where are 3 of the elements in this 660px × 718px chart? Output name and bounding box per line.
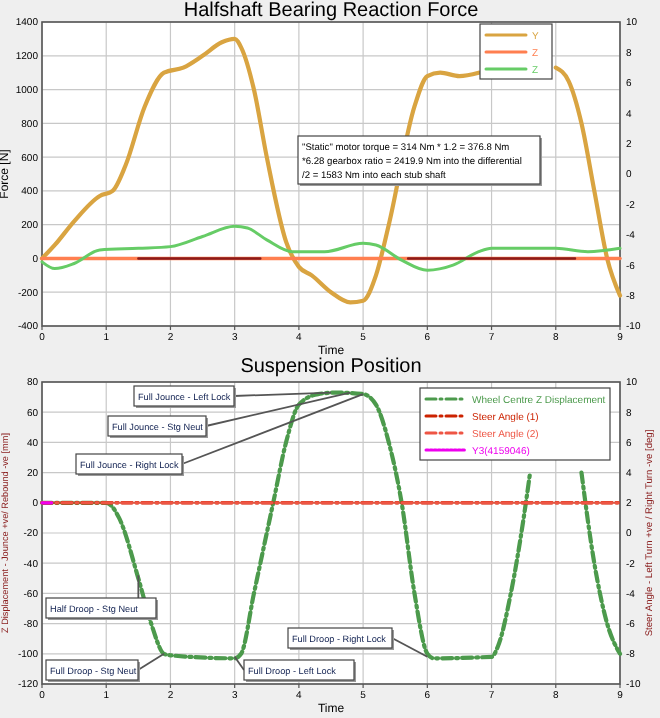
- line-series: [40, 224, 622, 272]
- chart-title: Suspension Position: [240, 356, 422, 378]
- chart-title: Halfshaft Bearing Reaction Force: [183, 0, 480, 22]
